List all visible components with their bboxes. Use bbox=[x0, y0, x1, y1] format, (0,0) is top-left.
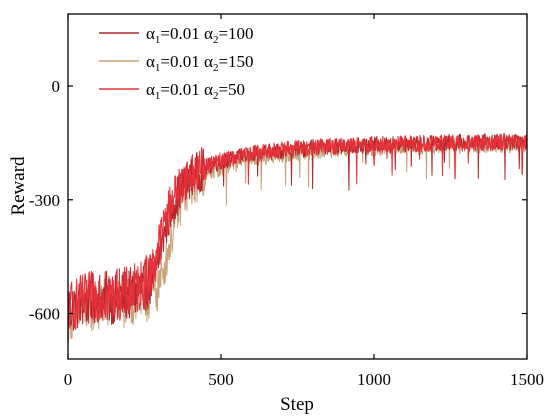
legend-entry: α1=0.01 α2=150 bbox=[146, 52, 254, 74]
legend-text-part: α bbox=[204, 24, 213, 43]
legend-text-part: α bbox=[146, 52, 155, 71]
legend-text-part: 2 bbox=[213, 62, 219, 74]
x-axis-title: Step bbox=[280, 394, 314, 415]
legend-text-part: 1 bbox=[155, 90, 161, 102]
legend-text-part: α bbox=[146, 24, 155, 43]
legend-text-part: =0.01 bbox=[160, 80, 204, 99]
series-line bbox=[68, 133, 527, 330]
x-tick-label: 0 bbox=[64, 370, 73, 389]
x-tick-label: 1000 bbox=[357, 370, 391, 389]
legend-text-part: =0.01 bbox=[160, 24, 204, 43]
legend-text-part: 2 bbox=[213, 34, 219, 46]
series-layer bbox=[68, 132, 527, 342]
y-axis-title: Reward bbox=[8, 156, 29, 216]
legend-text-part: α bbox=[146, 80, 155, 99]
legend-entry: α1=0.01 α2=100 bbox=[146, 24, 254, 46]
x-tick-label: 500 bbox=[208, 370, 234, 389]
legend-text-part: =0.01 bbox=[160, 52, 204, 71]
y-tick-label: 0 bbox=[52, 77, 61, 96]
x-tick-label: 1500 bbox=[510, 370, 544, 389]
plot-frame bbox=[67, 13, 528, 360]
legend-text-part: =100 bbox=[218, 24, 253, 43]
legend-text-part: =50 bbox=[218, 80, 245, 99]
legend-text-part: 1 bbox=[155, 34, 161, 46]
legend-text-part: α bbox=[204, 80, 213, 99]
tick-layer: 0 500 1000 1500 0 -300 -600 bbox=[29, 14, 544, 389]
y-tick-label: -300 bbox=[29, 191, 60, 210]
y-tick-label: -600 bbox=[29, 305, 60, 324]
legend-text-part: =150 bbox=[218, 52, 253, 71]
legend-text-part: 2 bbox=[213, 90, 219, 102]
legend-entry: α1=0.01 α2=50 bbox=[146, 80, 245, 102]
legend-text-part: 1 bbox=[155, 62, 161, 74]
legend-text-part: α bbox=[204, 52, 213, 71]
